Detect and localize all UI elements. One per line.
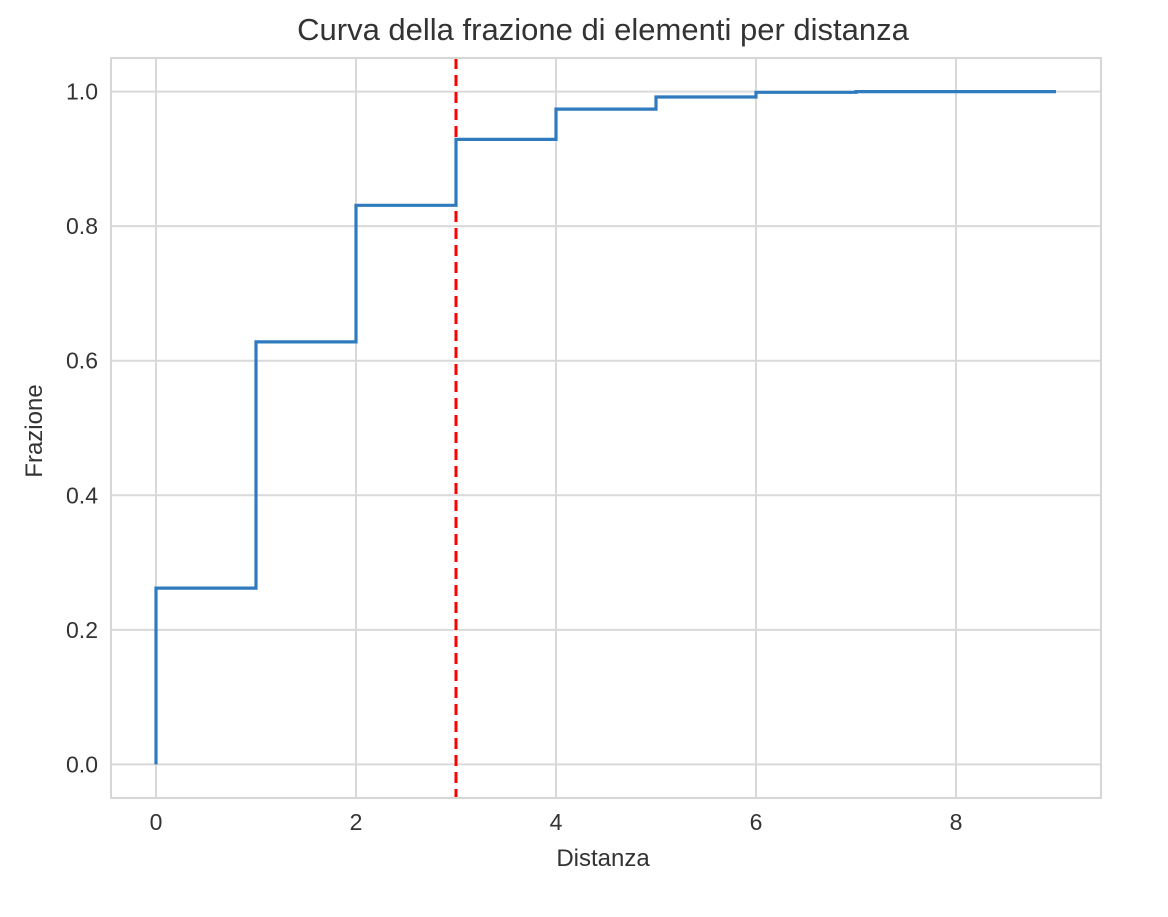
y-tick-label: 0.4 (66, 482, 98, 508)
y-tick-labels: 0.0 0.2 0.4 0.6 0.8 1.0 (66, 79, 98, 778)
series-line (154, 90, 1056, 765)
x-tick-label: 6 (750, 809, 763, 835)
y-tick-label: 0.6 (66, 348, 98, 374)
y-tick-label: 1.0 (66, 79, 98, 105)
y-axis-label: Frazione (21, 384, 48, 477)
x-tick-labels: 0 2 4 6 8 (150, 809, 963, 835)
x-tick-label: 8 (950, 809, 963, 835)
plot-frame (110, 57, 1102, 799)
x-tick-label: 0 (150, 809, 163, 835)
x-tick-label: 2 (350, 809, 363, 835)
series (154, 90, 1056, 765)
y-tick-label: 0.0 (66, 751, 98, 777)
y-tick-label: 0.8 (66, 213, 98, 239)
x-axis-label: Distanza (556, 845, 650, 872)
grid (111, 58, 1101, 798)
y-tick-label: 0.2 (66, 617, 98, 643)
x-tick-label: 4 (550, 809, 563, 835)
chart-title: Curva della frazione di elementi per dis… (297, 12, 909, 47)
